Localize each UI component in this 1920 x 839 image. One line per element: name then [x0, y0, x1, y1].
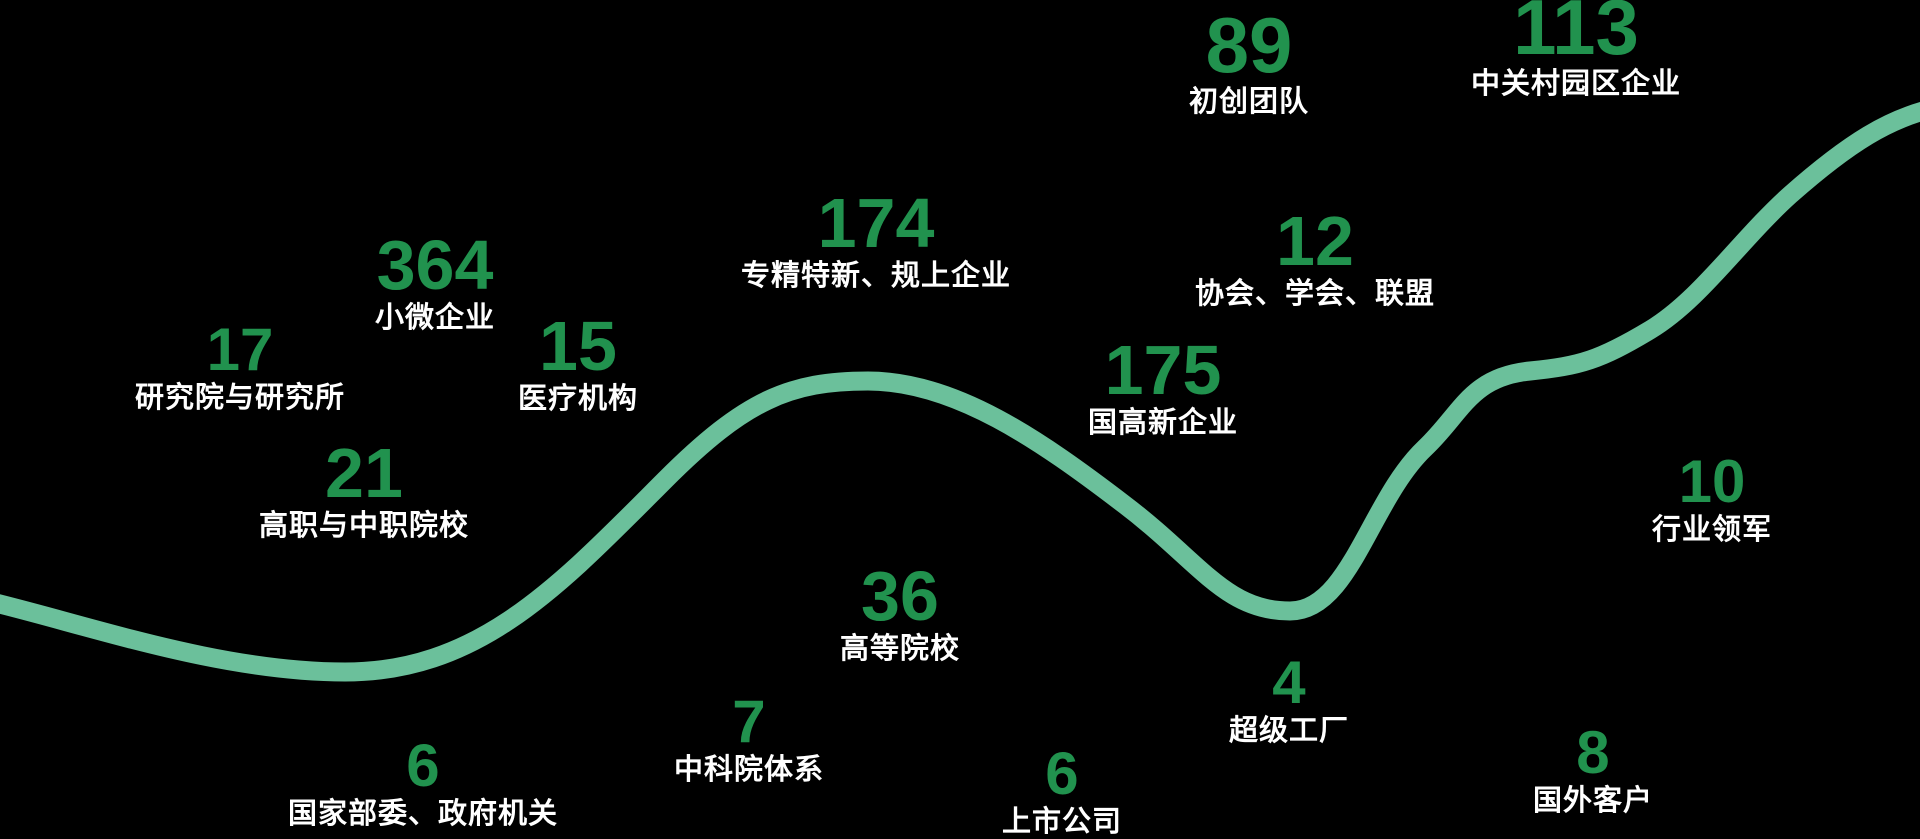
stat-associations-alliances: 12 协会、学会、联盟 — [1195, 206, 1435, 311]
stat-label: 国外客户 — [1532, 785, 1654, 817]
stat-label: 上市公司 — [1001, 806, 1123, 838]
stat-value: 89 — [1205, 1, 1293, 89]
stat-listed-companies: 6 上市公司 — [1002, 744, 1122, 839]
stat-label: 行业领军 — [1651, 514, 1773, 546]
stat-value: 6 — [1045, 740, 1079, 807]
stat-overseas-clients: 8 国外客户 — [1533, 723, 1653, 818]
stat-national-hightech-enterprises: 175 国高新企业 — [1088, 335, 1238, 440]
stat-research-institutes: 17 研究院与研究所 — [135, 320, 345, 415]
stat-label: 中关村园区企业 — [1470, 68, 1682, 100]
stat-value: 113 — [1513, 0, 1639, 71]
stat-label: 小微企业 — [374, 302, 496, 334]
stat-value: 10 — [1678, 448, 1746, 515]
stat-value: 15 — [539, 307, 617, 385]
stat-vocational-colleges: 21 高职与中职院校 — [259, 438, 469, 543]
stat-value: 4 — [1272, 649, 1306, 716]
stat-label: 中科院体系 — [673, 754, 825, 786]
stat-label: 协会、学会、联盟 — [1194, 278, 1436, 310]
stat-value: 7 — [732, 688, 766, 755]
wave-curve-path — [0, 102, 1920, 682]
stat-label: 超级工厂 — [1228, 715, 1350, 747]
stat-value: 175 — [1104, 331, 1222, 409]
stat-label: 研究院与研究所 — [134, 382, 346, 414]
stat-label: 医疗机构 — [517, 383, 639, 415]
stat-higher-education: 36 高等院校 — [840, 561, 960, 666]
stat-value: 17 — [206, 316, 274, 383]
stat-cas-system: 7 中科院体系 — [674, 692, 824, 787]
stat-medical-institutions: 15 医疗机构 — [518, 311, 638, 416]
stat-label: 专精特新、规上企业 — [740, 260, 1012, 292]
stat-value: 21 — [325, 434, 403, 512]
stat-value: 364 — [376, 226, 494, 304]
stat-label: 高等院校 — [839, 633, 961, 665]
stat-government-agencies: 6 国家部委、政府机关 — [288, 736, 558, 831]
stat-value: 36 — [861, 557, 939, 635]
stat-super-factories: 4 超级工厂 — [1229, 653, 1349, 748]
stat-value: 6 — [406, 732, 440, 799]
stat-small-micro-enterprises: 364 小微企业 — [375, 230, 495, 335]
stat-label: 高职与中职院校 — [258, 510, 470, 542]
stat-value: 8 — [1576, 719, 1610, 786]
stat-value: 174 — [817, 184, 935, 262]
stat-specialized-new-enterprises: 174 专精特新、规上企业 — [741, 188, 1011, 293]
stat-industry-leaders: 10 行业领军 — [1652, 452, 1772, 547]
stat-value: 12 — [1276, 202, 1354, 280]
stat-label: 国高新企业 — [1087, 407, 1239, 439]
stat-label: 国家部委、政府机关 — [287, 798, 559, 830]
stat-startup-teams: 89 初创团队 — [1189, 6, 1309, 119]
stat-label: 初创团队 — [1188, 86, 1310, 118]
stat-zhongguancun-park-enterprises: 113 中关村园区企业 — [1471, 0, 1681, 101]
